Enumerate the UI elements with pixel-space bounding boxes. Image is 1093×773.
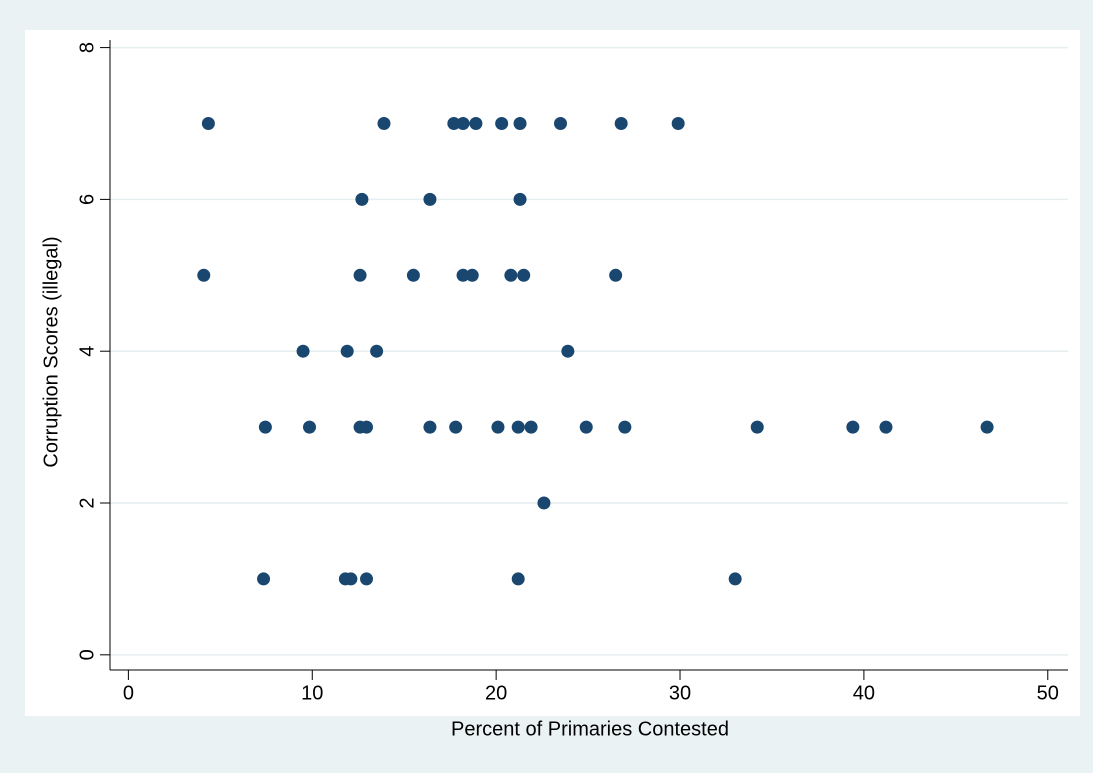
point <box>750 420 764 434</box>
x-tick-label: 40 <box>853 682 875 704</box>
plot-frame <box>25 30 1080 716</box>
point <box>423 420 437 434</box>
point <box>449 420 463 434</box>
point <box>469 116 483 130</box>
point <box>614 116 628 130</box>
point <box>258 420 272 434</box>
y-axis-label: Corruption Scores (illegal) <box>40 236 62 467</box>
x-tick-label: 50 <box>1037 682 1059 704</box>
x-tick-label: 30 <box>669 682 691 704</box>
point <box>423 192 437 206</box>
point <box>511 420 525 434</box>
point <box>879 420 893 434</box>
point <box>671 116 685 130</box>
point <box>456 116 470 130</box>
point <box>360 572 374 586</box>
point <box>517 268 531 282</box>
point <box>377 116 391 130</box>
point <box>340 344 354 358</box>
point <box>495 116 509 130</box>
point <box>353 268 367 282</box>
x-tick-label: 10 <box>301 682 323 704</box>
point <box>406 268 420 282</box>
point <box>355 192 369 206</box>
y-tick-label: 8 <box>76 42 98 53</box>
y-tick-label: 2 <box>76 497 98 508</box>
point <box>370 344 384 358</box>
x-tick-label: 20 <box>485 682 507 704</box>
point <box>296 344 310 358</box>
point <box>537 496 551 510</box>
point <box>511 572 525 586</box>
point <box>846 420 860 434</box>
point <box>728 572 742 586</box>
point <box>524 420 538 434</box>
point <box>456 268 470 282</box>
point <box>504 268 518 282</box>
point <box>513 116 527 130</box>
x-axis-label: Percent of Primaries Contested <box>451 718 729 740</box>
point <box>980 420 994 434</box>
point <box>257 572 271 586</box>
y-tick-label: 6 <box>76 194 98 205</box>
point <box>609 268 623 282</box>
point <box>561 344 575 358</box>
y-tick-label: 4 <box>76 346 98 357</box>
point <box>197 268 211 282</box>
point <box>513 192 527 206</box>
point <box>491 420 505 434</box>
point <box>579 420 593 434</box>
point <box>465 268 479 282</box>
point <box>553 116 567 130</box>
point <box>344 572 358 586</box>
x-tick-label: 0 <box>123 682 134 704</box>
point <box>618 420 632 434</box>
point <box>201 116 215 130</box>
y-tick-label: 0 <box>76 649 98 660</box>
point <box>360 420 374 434</box>
point <box>447 116 461 130</box>
point <box>303 420 317 434</box>
